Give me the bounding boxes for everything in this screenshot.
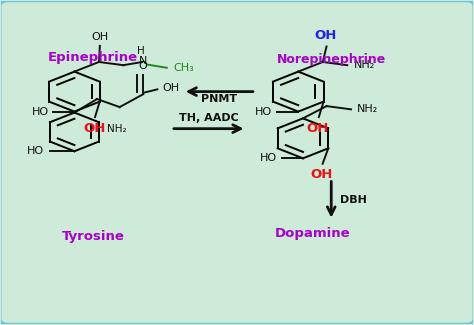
Text: Dopamine: Dopamine <box>274 227 350 240</box>
Text: OH: OH <box>91 32 109 42</box>
Text: HO: HO <box>260 153 277 163</box>
Text: N: N <box>139 56 147 66</box>
Text: O: O <box>139 61 147 71</box>
Text: Tyrosine: Tyrosine <box>62 230 125 243</box>
Text: OH: OH <box>314 29 337 42</box>
Text: HO: HO <box>255 107 273 117</box>
Text: NH₂: NH₂ <box>108 124 127 134</box>
Text: NH₂: NH₂ <box>355 59 375 70</box>
Text: HO: HO <box>31 107 48 117</box>
Text: PNMT: PNMT <box>201 94 237 104</box>
Text: OH: OH <box>310 168 332 181</box>
Text: NH₂: NH₂ <box>357 104 378 114</box>
Text: OH: OH <box>307 122 329 135</box>
Text: OH: OH <box>83 122 105 135</box>
Text: OH: OH <box>162 84 179 93</box>
Text: Norepinephrine: Norepinephrine <box>277 53 386 66</box>
Text: TH, AADC: TH, AADC <box>179 113 238 123</box>
Text: HO: HO <box>27 146 44 156</box>
Text: CH₃: CH₃ <box>174 63 195 73</box>
Text: H: H <box>137 46 145 56</box>
Text: DBH: DBH <box>340 195 366 204</box>
Text: Epinephrine: Epinephrine <box>48 51 138 64</box>
